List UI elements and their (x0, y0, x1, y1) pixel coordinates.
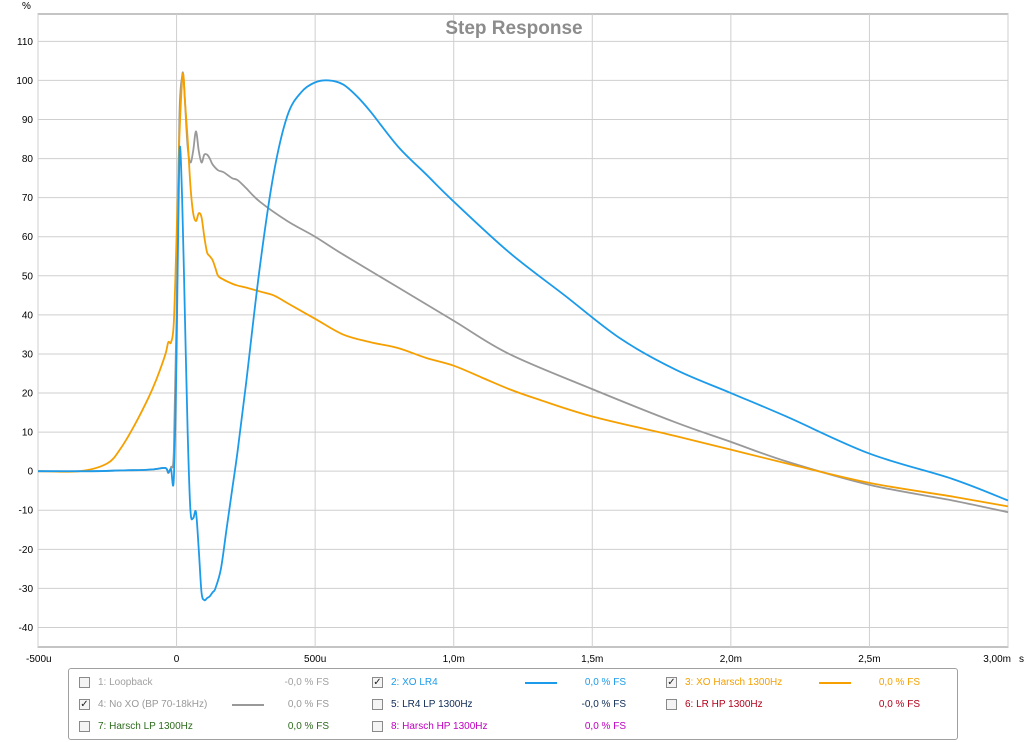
series-line-3-xo-harsch-1300hz (37, 72, 1009, 508)
x-tick-label: -500u (26, 654, 52, 665)
legend-label: 7: Harsch LP 1300Hz (98, 721, 193, 732)
series-lines (37, 71, 1009, 602)
y-tick-label: 110 (17, 37, 33, 48)
legend-item-2-xo-lr4: ✓ 2: XO LR4 0,0 % FS (372, 675, 662, 691)
legend-value: 0,0 % FS (878, 677, 920, 688)
legend-line-swatch (819, 682, 851, 684)
legend-checkbox[interactable] (79, 721, 90, 732)
x-tick-label: 2,5m (858, 654, 880, 665)
legend-item-7-harsch-lp-1300hz: 7: Harsch LP 1300Hz 0,0 % FS (79, 719, 369, 735)
legend-checkbox[interactable]: ✓ (79, 699, 90, 710)
legend-label: 1: Loopback (98, 677, 153, 688)
legend-label: 2: XO LR4 (391, 677, 438, 688)
y-tick-label: 70 (22, 193, 34, 204)
y-axis-unit-label: % (22, 1, 31, 12)
y-tick-label: -30 (19, 584, 34, 595)
legend-item-8-harsch-hp-1300hz: 8: Harsch HP 1300Hz 0,0 % FS (372, 719, 662, 735)
y-tick-label: 60 (22, 232, 34, 243)
legend-line-swatch (525, 682, 557, 684)
legend-panel: 1: Loopback -0,0 % FS ✓ 2: XO LR4 0,0 % FS ✓ 3… (68, 668, 958, 740)
legend-checkbox[interactable] (372, 721, 383, 732)
y-tick-label: 90 (22, 115, 34, 126)
legend-value: -0,0 % FS (581, 699, 626, 710)
legend-value: 0,0 % FS (584, 721, 626, 732)
x-tick-label: 1,5m (581, 654, 603, 665)
legend-checkbox[interactable]: ✓ (666, 677, 677, 688)
legend-checkbox[interactable]: ✓ (372, 677, 383, 688)
y-tick-label: 80 (22, 154, 34, 165)
y-tick-label: 30 (22, 349, 34, 360)
x-tick-labels: -500u 0 500u 1,0m 1,5m 2,0m 2,5m 3,00m (26, 654, 1011, 665)
y-tick-label: -10 (19, 506, 34, 517)
legend-line-swatch (232, 704, 264, 706)
legend-item-6-lr-hp-1300hz: 6: LR HP 1300Hz 0,0 % FS (666, 697, 956, 713)
legend-value: 0,0 % FS (584, 677, 626, 688)
legend-checkbox[interactable] (79, 677, 90, 688)
y-tick-label: -20 (19, 545, 34, 556)
legend-value: 0,0 % FS (878, 699, 920, 710)
legend-value: -0,0 % FS (284, 677, 329, 688)
x-tick-label: 0 (174, 654, 180, 665)
legend-checkbox[interactable] (666, 699, 677, 710)
legend-item-1-loopback: 1: Loopback -0,0 % FS (79, 675, 369, 691)
legend-checkbox[interactable] (372, 699, 383, 710)
y-tick-label: 10 (22, 428, 34, 439)
legend-value: 0,0 % FS (287, 721, 329, 732)
series-line-4-no-xo-bp-70-18khz (37, 71, 1009, 514)
y-tick-label: 0 (27, 467, 33, 478)
legend-label: 3: XO Harsch 1300Hz (685, 677, 783, 688)
y-tick-label: 20 (22, 389, 34, 400)
legend-value: 0,0 % FS (287, 699, 329, 710)
y-tick-label: -40 (19, 623, 34, 634)
legend-item-4-no-xo-bp-70-18khz: ✓ 4: No XO (BP 70-18kHz) 0,0 % FS (79, 697, 369, 713)
x-axis-unit-label: s (1019, 654, 1024, 665)
legend-label: 4: No XO (BP 70-18kHz) (98, 699, 208, 710)
y-tick-label: 100 (16, 76, 33, 87)
chart-title: Step Response (445, 18, 582, 39)
x-tick-label: 3,00m (983, 654, 1011, 665)
legend-label: 6: LR HP 1300Hz (685, 699, 763, 710)
legend-label: 5: LR4 LP 1300Hz (391, 699, 473, 710)
y-tick-label: 50 (22, 271, 34, 282)
x-tick-label: 1,0m (443, 654, 465, 665)
legend-label: 8: Harsch HP 1300Hz (391, 721, 488, 732)
series-line-2-xo-lr4 (37, 79, 1009, 602)
plot-area (37, 13, 1009, 648)
legend-item-5-lr4-lp-1300hz: 5: LR4 LP 1300Hz -0,0 % FS (372, 697, 662, 713)
legend-item-3-xo-harsch-1300hz: ✓ 3: XO Harsch 1300Hz 0,0 % FS (666, 675, 956, 691)
x-tick-label: 500u (304, 654, 326, 665)
y-tick-label: 40 (22, 310, 34, 321)
x-tick-label: 2,0m (720, 654, 742, 665)
